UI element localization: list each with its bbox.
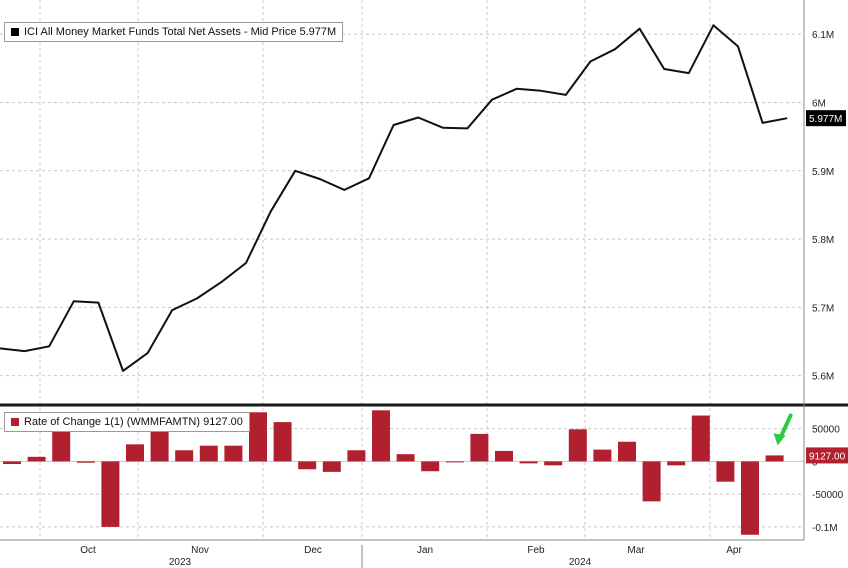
annotations [773,413,793,446]
y-tick-bot-2: -50000 [812,490,844,501]
roc-bar-14 [347,450,366,462]
green-arrow-head [773,433,786,446]
roc-bar-31 [765,455,784,462]
bar-legend-label: Rate of Change 1(1) (WMMFAMTN) 9127.00 [24,416,243,428]
roc-bar-15 [372,410,390,462]
roc-bar-1 [27,456,46,462]
roc-bar-8 [199,445,218,462]
bar-legend-swatch [11,418,19,426]
roc-bar-25 [618,441,636,462]
roc-bar-29 [716,461,735,482]
x-year-1: 2024 [569,557,592,568]
roc-bar-4 [101,461,120,527]
x-month-2: Dec [304,545,322,556]
y-tick-top-5: 6.1M [812,30,834,41]
roc-bar-20 [495,450,513,462]
x-month-1: Nov [191,545,209,556]
roc-bar-21 [519,461,538,464]
roc-bar-7 [175,450,194,462]
roc-bar-22 [544,461,563,466]
bar-series [3,410,784,535]
roc-bar-9 [224,445,243,462]
bar-value-tag: 9127.00 [809,451,846,462]
roc-bar-5 [126,444,144,462]
roc-bar-28 [691,415,710,462]
roc-bar-17 [421,461,440,472]
roc-bar-30 [741,461,759,535]
roc-bar-3 [76,461,95,463]
x-year-0: 2023 [169,557,192,568]
roc-bar-10 [249,412,267,462]
x-month-3: Jan [417,545,433,556]
y-tick-top-3: 5.9M [812,167,834,178]
value-tags: 5.977M 9127.00 [806,110,848,464]
bar-legend: Rate of Change 1(1) (WMMFAMTN) 9127.00 [4,412,250,432]
x-month-0: Oct [80,545,96,556]
roc-bar-13 [322,461,341,472]
green-arrow-shaft [778,413,793,440]
roc-bar-18 [445,461,464,463]
line-value-tag-bg [806,110,846,127]
roc-bar-24 [593,449,612,462]
roc-bar-11 [273,422,292,462]
x-month-4: Feb [527,545,545,556]
line-value-tag: 5.977M [809,114,842,125]
x-month-6: Apr [726,545,742,556]
money-market-line [0,24,788,372]
y-tick-top-2: 5.8M [812,235,834,246]
y-tick-top-4: 6M [812,98,826,109]
y-tick-top-0: 5.6M [812,372,834,383]
y-tick-bot-0: 50000 [812,425,840,436]
y-tick-top-1: 5.7M [812,303,834,314]
roc-bar-23 [568,429,587,462]
line-series [0,24,788,372]
roc-bar-12 [298,461,317,470]
roc-bar-26 [642,461,661,502]
bar-value-tag-bg [806,447,848,464]
roc-bar-19 [470,433,489,462]
line-legend-swatch [11,28,19,36]
line-legend: ICI All Money Market Funds Total Net Ass… [4,22,344,42]
roc-bar-16 [396,454,415,462]
roc-bar-27 [667,461,686,466]
roc-bar-0 [3,461,21,465]
y-tick-bot-3: -0.1M [812,523,838,534]
x-month-5: Mar [627,545,645,556]
line-legend-label: ICI All Money Market Funds Total Net Ass… [24,26,337,38]
